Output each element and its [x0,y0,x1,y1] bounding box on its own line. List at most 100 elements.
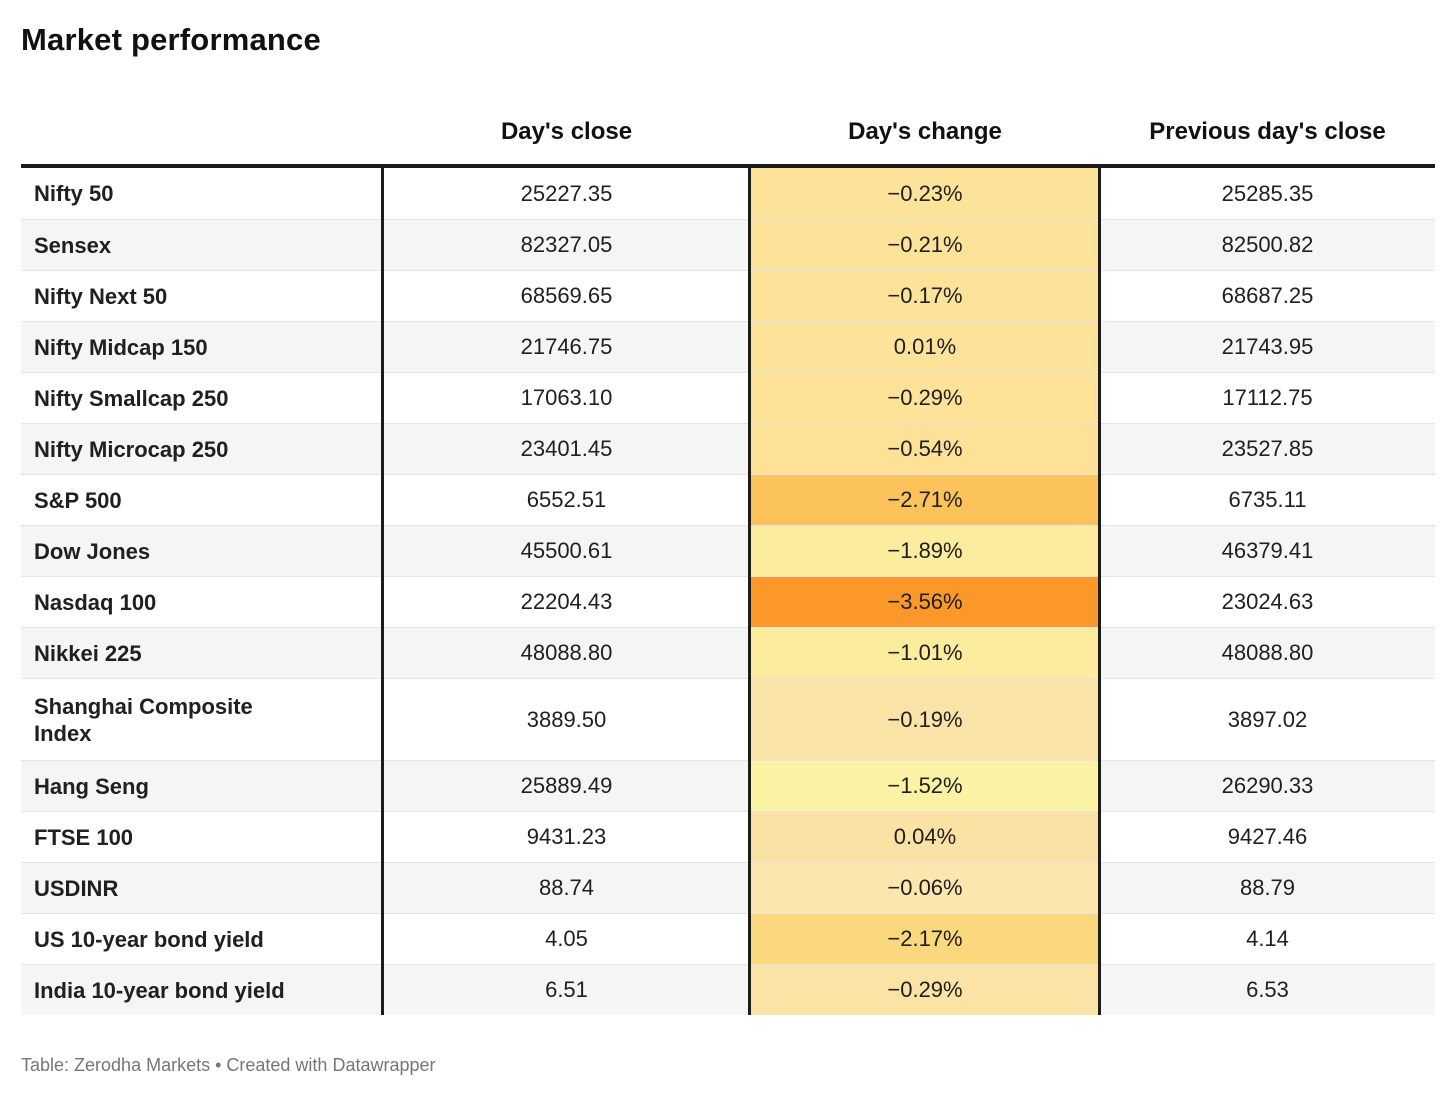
table-body: Nifty 50 25227.35 −0.23% 25285.35 Sensex… [21,164,1435,1015]
previous-days-close-value: 88.79 [1239,875,1296,900]
previous-days-close-value: 21743.95 [1221,334,1314,359]
column-divider-change-left [748,168,751,1015]
table-row: Shanghai Composite Index 3889.50 −0.19% … [21,678,1435,760]
days-close-value: 88.74 [538,875,595,900]
days-change-value: −0.21% [750,220,1100,270]
page-title: Market performance [21,22,321,57]
table-row: Nasdaq 100 22204.43 −3.56% 23024.63 [21,576,1435,627]
previous-days-close-value: 25285.35 [1221,180,1314,206]
table-footnote: Table: Zerodha Markets • Created with Da… [21,1055,436,1075]
column-divider-left [381,168,384,1015]
days-change-value: −3.56% [750,577,1100,627]
table-row: US 10-year bond yield 4.05 −2.17% 4.14 [21,913,1435,964]
row-label: Nifty Smallcap 250 [21,373,383,423]
previous-days-close-value: 68687.25 [1221,283,1314,308]
row-label-text: USDINR [34,875,119,901]
row-label-text: Nasdaq 100 [34,589,157,615]
row-label-text: S&P 500 [34,487,122,513]
row-label-text: Nifty Microcap 250 [34,436,229,462]
days-close-value: 6552.51 [526,487,607,512]
days-close-value: 6.51 [545,977,588,1002]
previous-days-close-value: 6735.11 [1228,487,1307,512]
column-header-days-close: Day's close [500,118,633,145]
row-label-text: Nifty Midcap 150 [34,334,208,360]
row-label: Sensex [21,220,383,270]
row-label: Nifty Midcap 150 [21,322,383,372]
table-row: USDINR 88.74 −0.06% 88.79 [21,862,1435,913]
days-close-value: 25227.35 [520,180,613,206]
row-label: Nasdaq 100 [21,577,383,627]
days-close-value: 22204.43 [520,589,613,614]
previous-days-close-value: 46379.41 [1221,538,1314,563]
previous-days-close-value: 82500.82 [1221,232,1314,257]
row-label-text: India 10-year bond yield [34,977,285,1003]
previous-days-close-value: 23527.85 [1221,436,1314,461]
row-label: Nifty 50 [21,168,383,219]
market-performance-table: Day's close Day's change Previous day's … [21,58,1435,1015]
row-label-text: Shanghai Composite Index [34,693,253,746]
row-label: Shanghai Composite Index [21,679,383,760]
previous-days-close-value: 6.53 [1246,977,1289,1002]
days-close-value: 23401.45 [520,436,613,461]
days-close-value: 45500.61 [520,538,613,563]
days-close-value: 9431.23 [526,824,607,849]
days-change-value: −0.29% [750,965,1100,1015]
row-label: Nifty Next 50 [21,271,383,321]
days-change-value: −0.19% [750,679,1100,760]
table-row: S&P 500 6552.51 −2.71% 6735.11 [21,474,1435,525]
previous-days-close-value: 17112.75 [1222,385,1313,410]
row-label-text: Nikkei 225 [34,640,142,666]
days-change-value: 0.01% [750,322,1100,372]
days-close-value: 25889.49 [520,773,613,798]
days-close-value: 48088.80 [520,640,613,665]
days-change-value: −1.52% [750,761,1100,811]
previous-days-close-value: 9427.46 [1227,824,1308,849]
row-label: Dow Jones [21,526,383,576]
days-change-value: −2.71% [750,475,1100,525]
row-label-text: Dow Jones [34,538,151,564]
days-close-value: 68569.65 [520,283,613,308]
days-close-value: 82327.05 [520,232,613,257]
previous-days-close-value: 48088.80 [1221,640,1314,665]
column-header-previous-days-close: Previous day's close [1149,118,1386,145]
page: Market performance Day's close Day's cha… [21,22,1435,1075]
row-label: FTSE 100 [21,812,383,862]
row-label: India 10-year bond yield [21,965,383,1015]
days-close-value: 21746.75 [520,334,613,359]
column-divider-change-right [1098,168,1101,1015]
table-row: Hang Seng 25889.49 −1.52% 26290.33 [21,760,1435,811]
row-label: Nikkei 225 [21,628,383,678]
table-row: Nifty 50 25227.35 −0.23% 25285.35 [21,168,1435,219]
days-change-value: 0.04% [750,812,1100,862]
table-row: Dow Jones 45500.61 −1.89% 46379.41 [21,525,1435,576]
days-change-value: −0.54% [750,424,1100,474]
table-header-row: Day's close Day's change Previous day's … [21,58,1435,148]
table-row: Sensex 82327.05 −0.21% 82500.82 [21,219,1435,270]
previous-days-close-value: 23024.63 [1221,589,1314,614]
table-row: FTSE 100 9431.23 0.04% 9427.46 [21,811,1435,862]
table-row: India 10-year bond yield 6.51 −0.29% 6.5… [21,964,1435,1015]
row-label-text: Hang Seng [34,773,149,799]
row-label-text: FTSE 100 [34,824,134,850]
days-change-value: −0.17% [750,271,1100,321]
table-row: Nifty Next 50 68569.65 −0.17% 68687.25 [21,270,1435,321]
row-label: S&P 500 [21,475,383,525]
days-close-value: 17063.10 [520,385,613,410]
row-label-text: Nifty Next 50 [34,283,168,309]
days-change-value: −0.06% [750,863,1100,913]
row-label: Nifty Microcap 250 [21,424,383,474]
previous-days-close-value: 3897.02 [1227,706,1308,732]
days-change-value: −1.89% [750,526,1100,576]
table-row: Nifty Microcap 250 23401.45 −0.54% 23527… [21,423,1435,474]
days-close-value: 3889.50 [526,706,607,732]
previous-days-close-value: 26290.33 [1221,773,1314,798]
column-header-days-change: Day's change [848,118,1002,145]
days-change-value: −0.23% [750,168,1100,219]
previous-days-close-value: 4.14 [1246,926,1289,951]
days-close-value: 4.05 [545,926,588,951]
row-label-text: US 10-year bond yield [34,926,264,952]
days-change-value: −0.29% [750,373,1100,423]
table-row: Nifty Midcap 150 21746.75 0.01% 21743.95 [21,321,1435,372]
days-change-value: −2.17% [750,914,1100,964]
row-label: USDINR [21,863,383,913]
